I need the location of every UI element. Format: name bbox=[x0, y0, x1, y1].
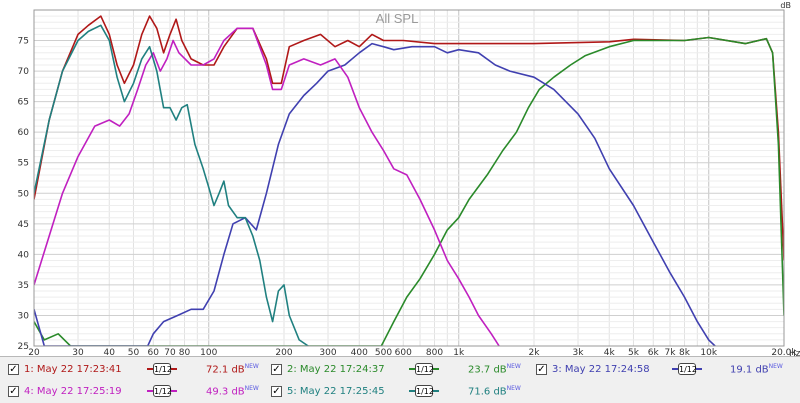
x-tick-label: 5k bbox=[628, 348, 640, 356]
y-tick-label: 40 bbox=[18, 250, 30, 260]
y-tick-label: 35 bbox=[18, 281, 29, 291]
series-line-1 bbox=[34, 15, 784, 261]
smoothing-value-2: 1/12 bbox=[415, 363, 434, 375]
series-layer bbox=[34, 15, 784, 346]
series-value-5: 71.6 dBNEW bbox=[468, 385, 521, 398]
legend-panel: ✓ 1: May 22 17:23:41 1/12 72.1 dBNEW ✓ 2… bbox=[0, 356, 800, 403]
x-axis-ticks: 20 30 40 50 60 70 80 100 200 300 400 500 600 800 1k 2k 3… bbox=[28, 348, 797, 356]
smoothing-button-3[interactable]: 1/12 bbox=[672, 363, 702, 375]
grid-horizontal bbox=[34, 9, 784, 347]
x-tick-label: 300 bbox=[319, 348, 336, 356]
x-tick-label: 8k bbox=[679, 348, 691, 356]
x-axis-unit-label: Hz bbox=[789, 349, 800, 356]
x-tick-label: 40 bbox=[104, 348, 116, 356]
legend-entry-5[interactable]: ✓ 5: May 22 17:25:45 bbox=[271, 381, 385, 401]
grid-vertical bbox=[33, 10, 785, 346]
smoothing-value-5: 1/12 bbox=[415, 385, 434, 397]
series-value-1: 72.1 dBNEW bbox=[206, 363, 259, 376]
x-tick-label: 600 bbox=[395, 348, 412, 356]
series-line-3 bbox=[34, 42, 716, 346]
series-value-3: 19.1 dBNEW bbox=[730, 363, 783, 376]
series-name-3: 3: May 22 17:24:58 bbox=[552, 363, 650, 375]
legend-entry-3[interactable]: ✓ 3: May 22 17:24:58 bbox=[536, 359, 650, 379]
checkbox-series-1[interactable]: ✓ bbox=[8, 363, 19, 375]
x-tick-label: 60 bbox=[148, 348, 160, 356]
series-name-2: 2: May 22 17:24:37 bbox=[287, 363, 385, 375]
x-tick-label: 200 bbox=[275, 348, 292, 356]
smoothing-button-4[interactable]: 1/12 bbox=[147, 385, 177, 397]
series-value-4: 49.3 dBNEW bbox=[206, 385, 259, 398]
x-tick-label: 30 bbox=[72, 348, 84, 356]
series-name-5: 5: May 22 17:25:45 bbox=[287, 385, 385, 397]
x-tick-label: 7k bbox=[665, 348, 677, 356]
smoothing-button-1[interactable]: 1/12 bbox=[147, 363, 177, 375]
series-line-4 bbox=[34, 27, 500, 346]
x-tick-label: 50 bbox=[128, 348, 140, 356]
y-tick-label: 60 bbox=[18, 128, 30, 138]
smoothing-button-5[interactable]: 1/12 bbox=[409, 385, 439, 397]
legend-entry-4[interactable]: ✓ 4: May 22 17:25:19 bbox=[8, 381, 122, 401]
y-tick-label: 65 bbox=[18, 98, 29, 108]
y-axis-ticks: 25 30 35 40 45 50 55 60 65 70 75 bbox=[18, 37, 30, 352]
x-tick-label: 3k bbox=[573, 348, 585, 356]
y-tick-label: 30 bbox=[18, 311, 30, 321]
x-tick-label: 10k bbox=[700, 348, 717, 356]
smoothing-button-2[interactable]: 1/12 bbox=[409, 363, 439, 375]
x-tick-label: 70 bbox=[164, 348, 176, 356]
x-tick-label: 100 bbox=[200, 348, 217, 356]
checkbox-series-3[interactable]: ✓ bbox=[536, 363, 547, 375]
x-tick-label: 4k bbox=[604, 348, 616, 356]
y-tick-label: 70 bbox=[18, 67, 30, 77]
spl-chart: 20 30 40 50 60 70 80 100 200 300 400 500 600 800 1k 2k 3… bbox=[18, 1, 800, 356]
plot-border bbox=[33, 9, 785, 347]
smoothing-value-3: 1/12 bbox=[678, 363, 697, 375]
y-tick-label: 75 bbox=[18, 37, 29, 47]
y-tick-label: 25 bbox=[18, 342, 29, 352]
x-tick-label: 500 bbox=[375, 348, 392, 356]
series-name-4: 4: May 22 17:25:19 bbox=[24, 385, 122, 397]
x-tick-label: 6k bbox=[648, 348, 660, 356]
y-tick-label: 45 bbox=[18, 220, 29, 230]
checkbox-series-2[interactable]: ✓ bbox=[271, 363, 282, 375]
legend-entry-2[interactable]: ✓ 2: May 22 17:24:37 bbox=[271, 359, 385, 379]
checkbox-series-4[interactable]: ✓ bbox=[8, 385, 19, 397]
series-value-2: 23.7 dBNEW bbox=[468, 363, 521, 376]
chart-title: All SPL bbox=[376, 11, 419, 26]
x-tick-label: 20.0k bbox=[771, 348, 797, 356]
smoothing-value-4: 1/12 bbox=[153, 385, 172, 397]
x-tick-label: 400 bbox=[351, 348, 368, 356]
smoothing-value-1: 1/12 bbox=[153, 363, 172, 375]
color-swatch-1 bbox=[147, 368, 153, 370]
x-tick-label: 1k bbox=[453, 348, 465, 356]
y-axis-label: dB bbox=[780, 1, 791, 10]
series-line-5 bbox=[34, 24, 309, 346]
y-tick-label: 50 bbox=[18, 189, 30, 199]
x-tick-label: 800 bbox=[426, 348, 443, 356]
x-tick-label: 2k bbox=[529, 348, 541, 356]
checkbox-series-5[interactable]: ✓ bbox=[271, 385, 282, 397]
series-line-2 bbox=[34, 36, 784, 346]
legend-entry-1[interactable]: ✓ 1: May 22 17:23:41 bbox=[8, 359, 122, 379]
x-tick-label: 80 bbox=[179, 348, 191, 356]
y-tick-label: 55 bbox=[18, 159, 29, 169]
x-tick-label: 20 bbox=[28, 348, 40, 356]
series-name-1: 1: May 22 17:23:41 bbox=[24, 363, 122, 375]
